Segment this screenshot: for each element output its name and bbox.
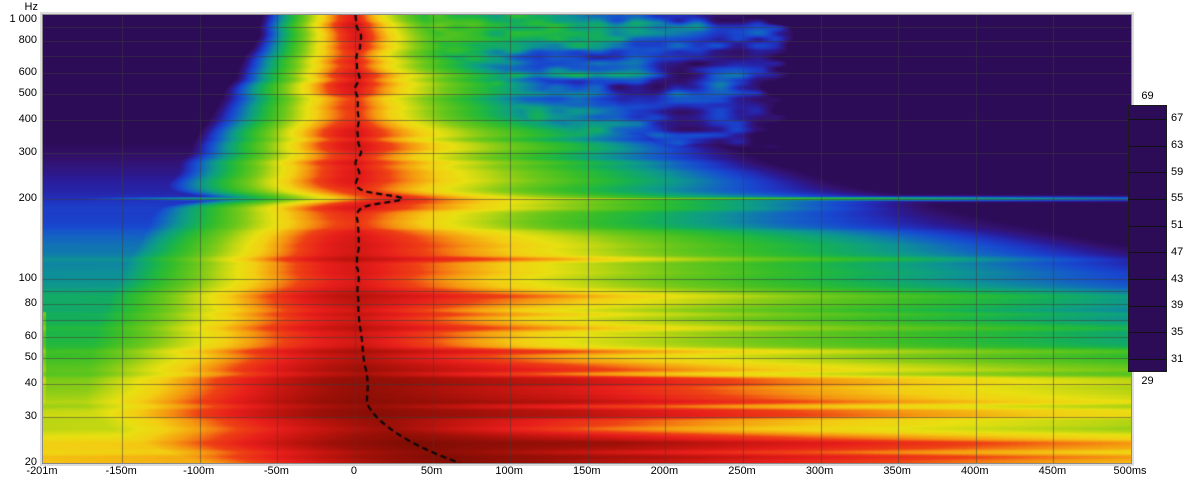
legend-tick-line <box>1129 145 1166 147</box>
legend-tick-label: 55 <box>1171 192 1184 205</box>
spectrogram-canvas[interactable] <box>43 15 1131 463</box>
plot-frame <box>42 14 1132 464</box>
x-tick-label: 400m <box>961 465 989 477</box>
legend-tick-label: 35 <box>1171 325 1184 338</box>
x-tick-label: 50m <box>420 465 443 477</box>
legend-tick-line <box>1129 332 1166 334</box>
legend-tick-label: 47 <box>1171 245 1184 258</box>
y-tick-label: 500 <box>18 87 37 100</box>
y-tick-label: 20 <box>24 456 37 468</box>
legend-tick-line <box>1129 118 1166 120</box>
x-tick-label: 350m <box>883 465 911 477</box>
legend-tick-label: 31 <box>1171 352 1184 365</box>
y-tick-label: 800 <box>18 33 37 46</box>
legend-tick-line <box>1129 305 1166 307</box>
legend-tick-line <box>1129 225 1166 227</box>
hz-axis-title: Hz <box>24 1 38 13</box>
x-tick-label: 250m <box>728 465 756 477</box>
legend-min-label: 29 <box>1141 375 1154 387</box>
y-tick-label: 60 <box>24 330 37 343</box>
x-tick-label: 200m <box>650 465 679 477</box>
x-tick-label: 150m <box>573 465 601 477</box>
legend-max-label: 69 <box>1141 90 1154 102</box>
y-tick-label: 300 <box>18 145 37 158</box>
legend-tick-label: 51 <box>1171 219 1184 232</box>
legend-tick-label: 39 <box>1171 299 1184 312</box>
legend-tick-label: 67 <box>1171 112 1184 125</box>
y-tick-label: 1 000 <box>9 13 37 25</box>
x-tick-label: 500ms <box>1113 465 1147 477</box>
legend-tick-line <box>1129 359 1166 361</box>
x-tick-label: 450m <box>1038 465 1067 477</box>
color-legend <box>1128 105 1167 372</box>
x-tick-label: 100m <box>495 465 523 477</box>
legend-gradient <box>1129 106 1166 371</box>
y-tick-label: 40 <box>24 376 37 389</box>
legend-tick-line <box>1129 172 1166 174</box>
x-tick-label: 0 <box>350 465 358 477</box>
x-tick-label: -50m <box>263 465 289 477</box>
x-tick-label: -100m <box>183 465 215 477</box>
y-tick-label: 400 <box>18 112 37 125</box>
legend-tick-line <box>1129 279 1166 281</box>
x-tick-label: 300m <box>805 465 834 477</box>
y-tick-label: 50 <box>24 351 37 364</box>
legend-tick-label: 59 <box>1171 165 1184 178</box>
y-tick-label: 100 <box>18 271 37 284</box>
legend-tick-label: 63 <box>1171 139 1184 152</box>
y-tick-label: 600 <box>18 66 37 79</box>
y-tick-label: 80 <box>24 297 37 310</box>
legend-tick-line <box>1129 252 1166 254</box>
legend-tick-line <box>1129 198 1166 200</box>
y-tick-label: 30 <box>24 409 37 422</box>
y-tick-label: 200 <box>18 192 37 205</box>
x-tick-label: -201m <box>26 465 58 477</box>
legend-tick-label: 43 <box>1171 272 1184 285</box>
x-tick-label: -150m <box>105 465 137 477</box>
